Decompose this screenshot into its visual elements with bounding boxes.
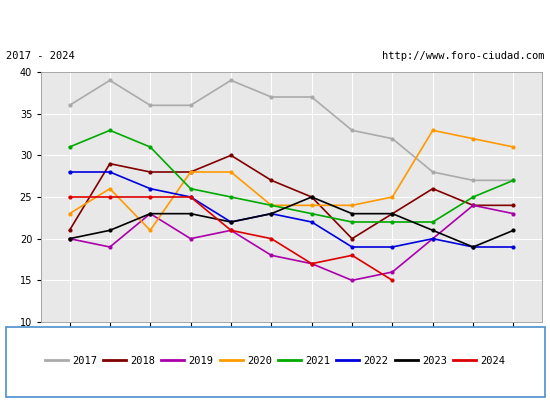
Text: 2017 - 2024: 2017 - 2024 bbox=[6, 51, 74, 61]
Text: http://www.foro-ciudad.com: http://www.foro-ciudad.com bbox=[382, 51, 544, 61]
Legend: 2017, 2018, 2019, 2020, 2021, 2022, 2023, 2024: 2017, 2018, 2019, 2020, 2021, 2022, 2023… bbox=[41, 352, 509, 370]
Text: Evolucion del paro registrado en Muñana: Evolucion del paro registrado en Muñana bbox=[125, 14, 425, 28]
